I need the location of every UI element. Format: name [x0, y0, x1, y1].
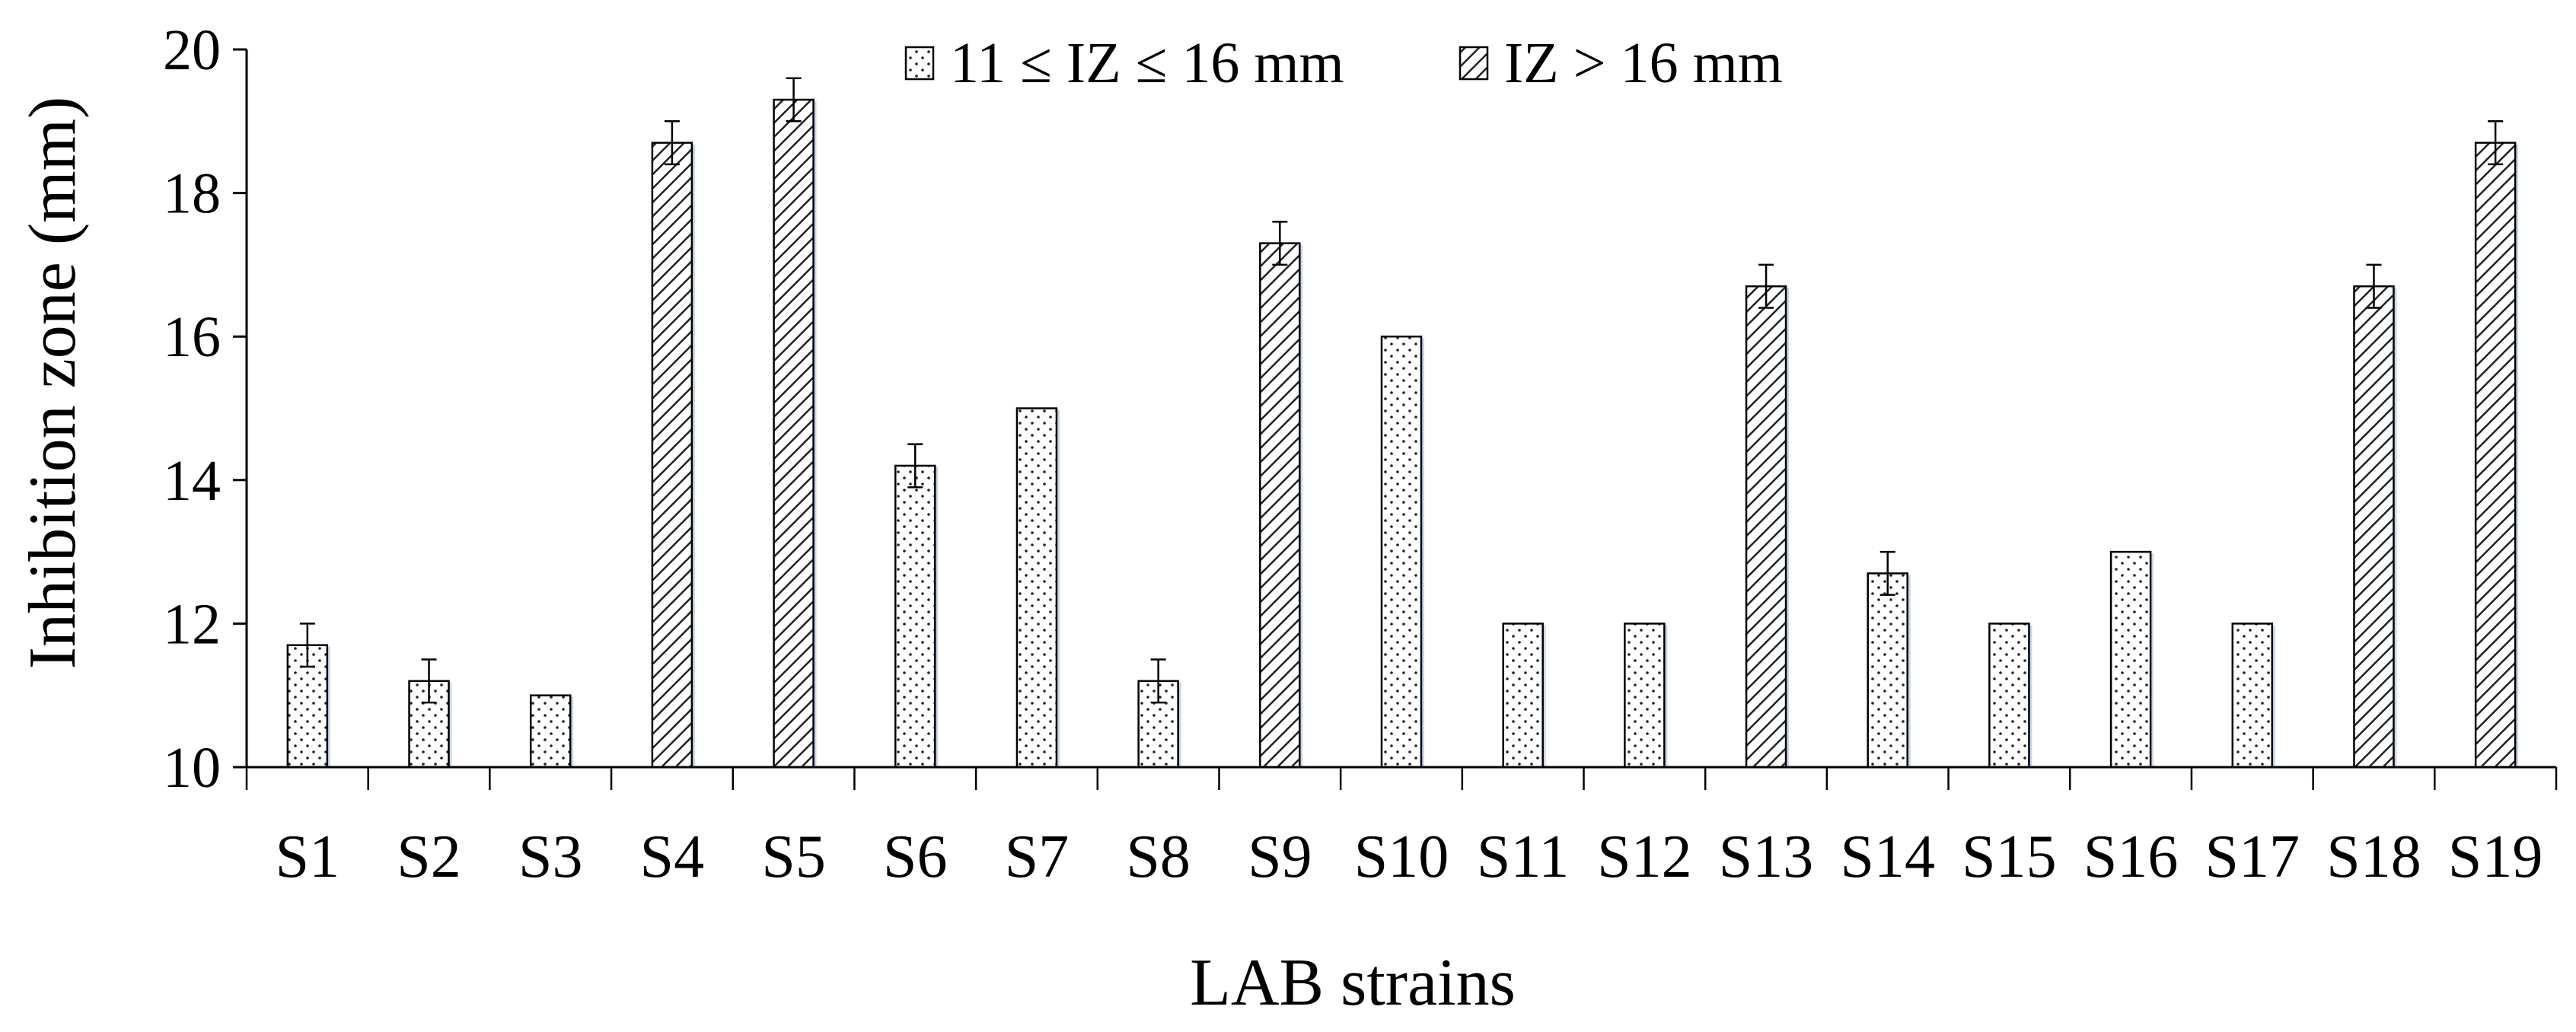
- x-tick-label-s7: S7: [1005, 823, 1070, 890]
- x-tick-label-s9: S9: [1248, 823, 1312, 890]
- bar-s5: [773, 98, 815, 769]
- y-axis-title: Inhibition zone (mm): [16, 97, 90, 670]
- x-tick-label-s15: S15: [1962, 823, 2057, 890]
- y-tick-label-16: 16: [163, 305, 221, 369]
- x-tick-label-s8: S8: [1126, 823, 1191, 890]
- bar-s11: [1502, 623, 1544, 769]
- legend: 11 ≤ IZ ≤ 16 mm IZ > 16 mm: [904, 31, 1783, 95]
- x-tick-label-s18: S18: [2326, 823, 2421, 890]
- plot-area: 10 12 14 16 18 20 S1 S2 S3 S4 S5 S6 S7 S8 S9 S10 S11 S12 S…: [163, 18, 2558, 890]
- bar-s9: [1259, 242, 1301, 769]
- legend-label-hatch: IZ > 16 mm: [1504, 31, 1783, 95]
- x-tick-label-s11: S11: [1477, 823, 1570, 890]
- bar-s3: [529, 694, 572, 769]
- x-tick-label-s10: S10: [1354, 823, 1449, 890]
- legend-swatch-hatch: [1459, 46, 1489, 81]
- bar-s14: [1867, 572, 1908, 769]
- bar-s18: [2353, 285, 2395, 769]
- x-tick-label-s3: S3: [518, 823, 583, 890]
- legend-label-dots: 11 ≤ IZ ≤ 16 mm: [950, 31, 1344, 95]
- bar-s13: [1745, 285, 1787, 769]
- x-tick-label-s4: S4: [640, 823, 705, 890]
- x-tick-label-s14: S14: [1840, 823, 1935, 890]
- y-tick-label-10: 10: [163, 736, 221, 800]
- x-tick-label-s5: S5: [761, 823, 826, 890]
- x-tick-label-s2: S2: [397, 823, 461, 890]
- x-tick-label-s13: S13: [1719, 823, 1814, 890]
- y-tick-label-14: 14: [163, 449, 221, 513]
- x-tick-label-s6: S6: [883, 823, 948, 890]
- bar-s4: [651, 142, 693, 769]
- y-tick-label-12: 12: [163, 592, 221, 656]
- y-tick-label-20: 20: [163, 18, 221, 82]
- bar-s12: [1624, 623, 1666, 769]
- x-axis-title: LAB strains: [1190, 946, 1516, 1020]
- legend-swatch-dots: [904, 46, 935, 81]
- bar-s16: [2109, 550, 2152, 769]
- bar-s6: [894, 464, 936, 769]
- bar-s7: [1015, 407, 1058, 769]
- x-tick-label-s1: S1: [276, 823, 340, 890]
- x-tick-label-s16: S16: [2083, 823, 2179, 890]
- bar-s17: [2231, 623, 2274, 769]
- x-tick-label-s17: S17: [2205, 823, 2300, 890]
- y-tick-label-18: 18: [163, 162, 221, 226]
- bar-s15: [1988, 623, 2030, 769]
- bar-s19: [2474, 142, 2517, 769]
- x-tick-label-s12: S12: [1597, 823, 1692, 890]
- x-tick-label-s19: S19: [2448, 823, 2543, 890]
- bar-s10: [1380, 335, 1423, 769]
